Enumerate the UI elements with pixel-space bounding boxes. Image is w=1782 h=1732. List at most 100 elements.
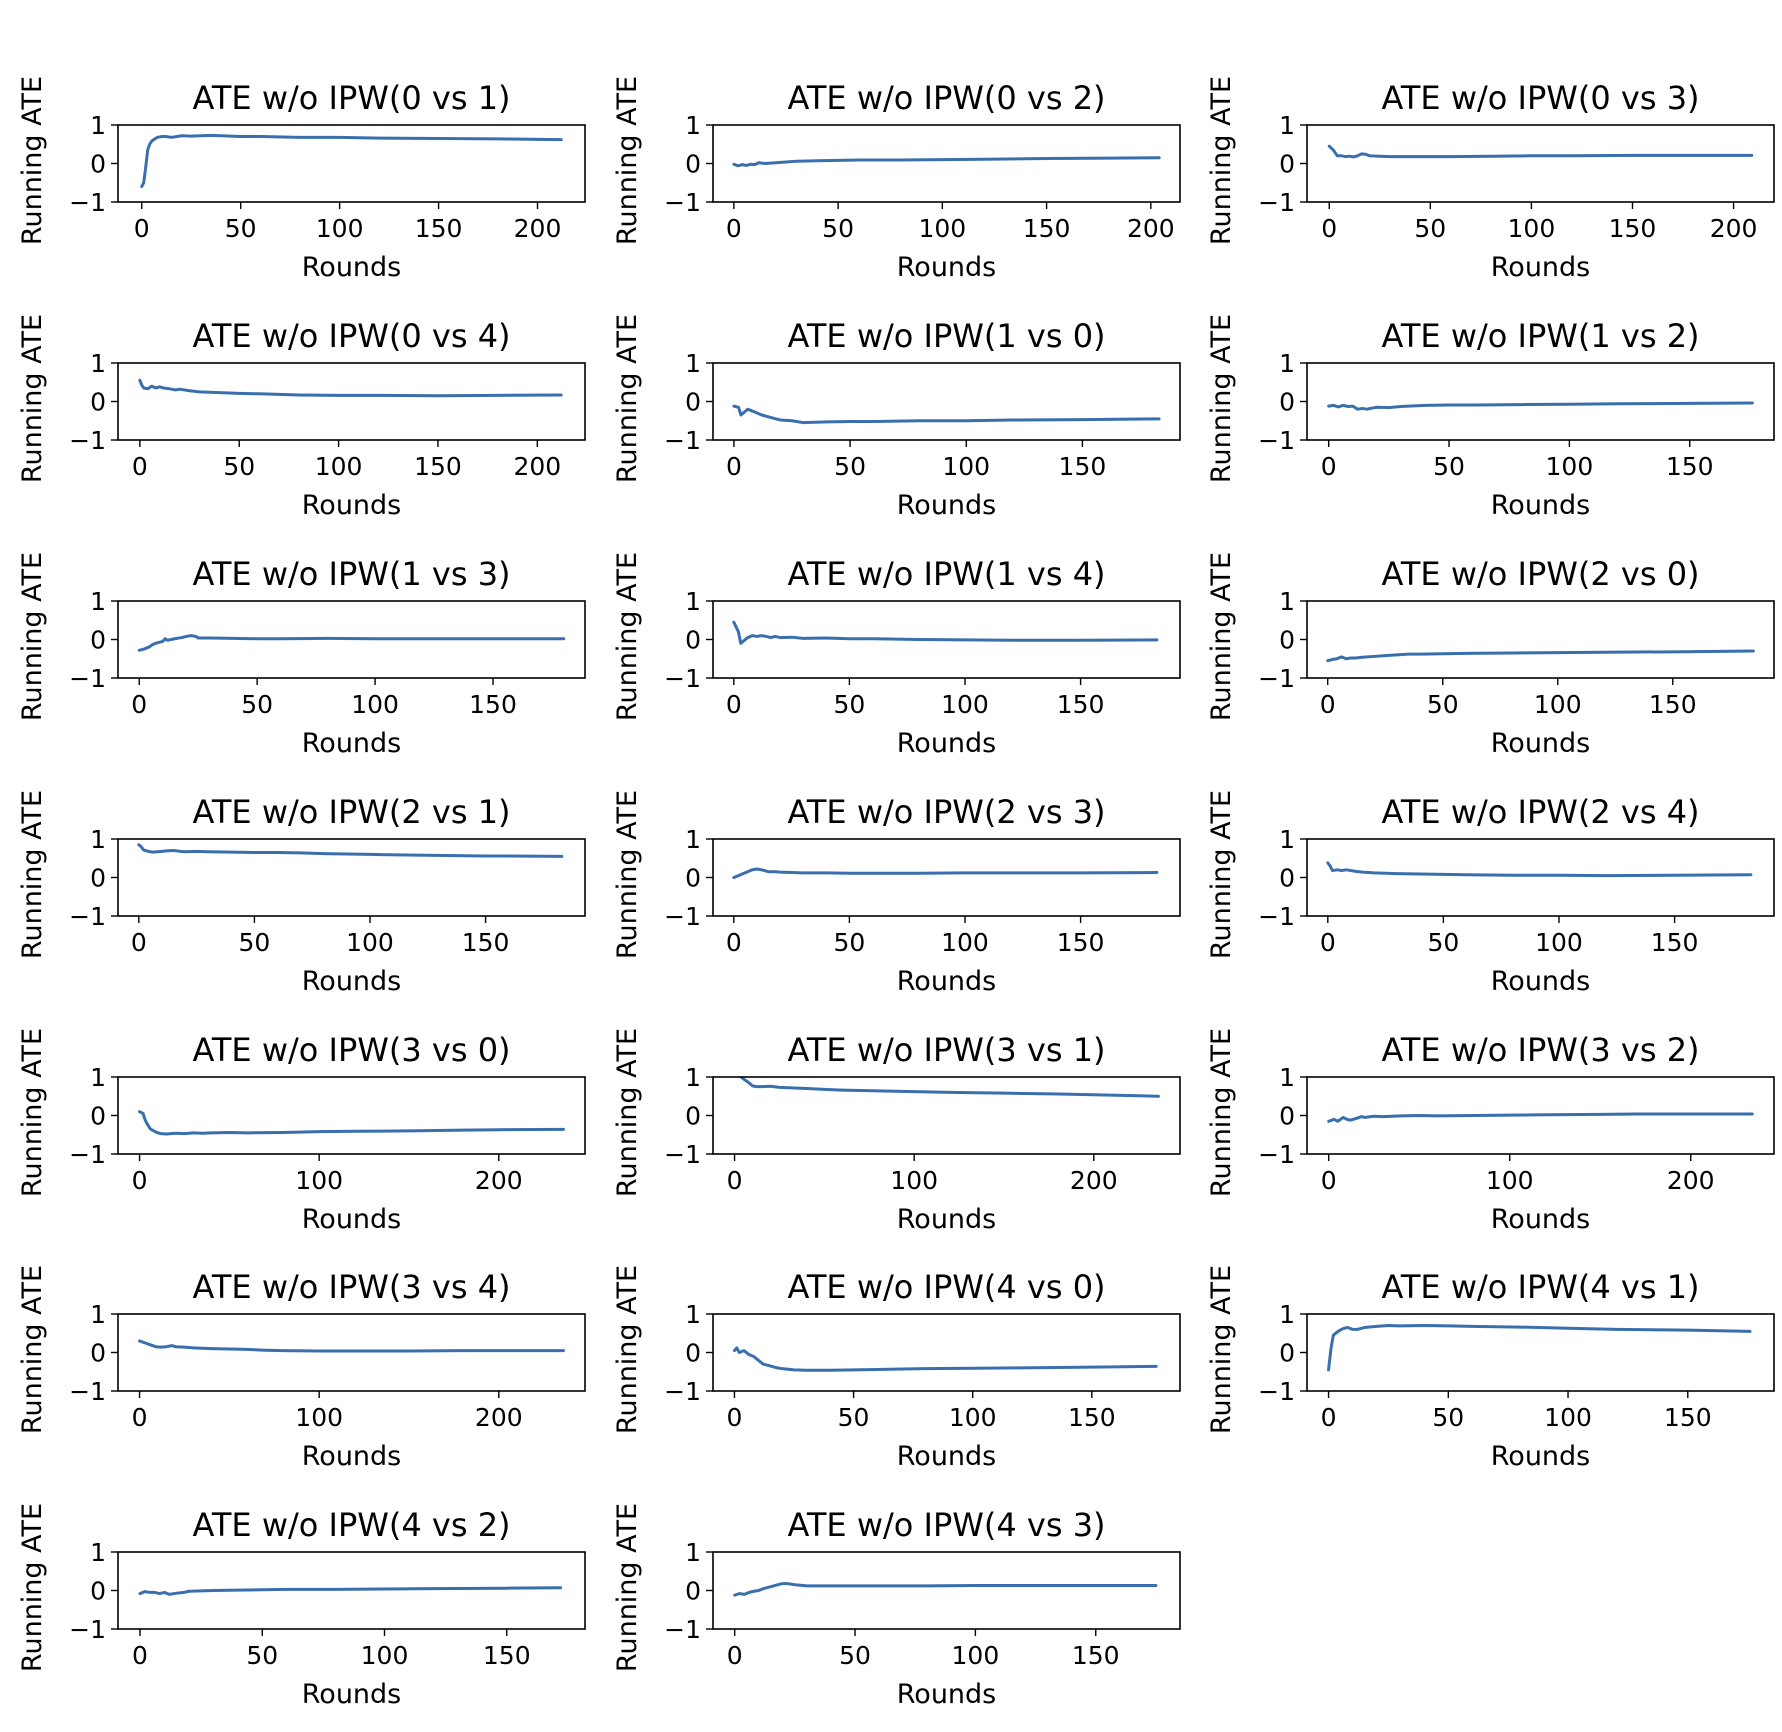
y-tick-label: 1 bbox=[685, 111, 701, 140]
x-axis-label: Rounds bbox=[302, 966, 402, 997]
x-tick-label: 0 bbox=[726, 1403, 742, 1432]
x-tick-label: 100 bbox=[346, 928, 394, 957]
x-tick-label: 100 bbox=[1544, 1403, 1592, 1432]
plot-frame bbox=[1306, 362, 1775, 441]
x-axis-label: Rounds bbox=[302, 1441, 402, 1472]
subplot-5: 0 50 100 150 −1 0 1 ATE w/o IPW(1 vs 0) Rounds Ru… bbox=[612, 314, 1181, 521]
y-tick-label: −1 bbox=[1258, 664, 1295, 693]
y-tick-label: 0 bbox=[1279, 388, 1295, 417]
x-tick-label: 100 bbox=[941, 690, 989, 719]
y-tick-label: 0 bbox=[685, 1339, 701, 1368]
x-tick-label: 150 bbox=[469, 690, 517, 719]
y-axis-label: Running ATE bbox=[17, 790, 48, 959]
x-tick-label: 0 bbox=[726, 452, 742, 481]
plot-frame bbox=[712, 1313, 1181, 1392]
plot-frame bbox=[712, 1551, 1181, 1630]
x-tick-label: 50 bbox=[839, 1641, 871, 1670]
x-axis-label: Rounds bbox=[302, 728, 402, 759]
x-tick-label: 0 bbox=[727, 1641, 743, 1670]
x-tick-label: 50 bbox=[833, 690, 865, 719]
series-line bbox=[137, 843, 564, 858]
series-line bbox=[140, 133, 563, 189]
x-tick-label: 0 bbox=[131, 690, 147, 719]
subplot-title: ATE w/o IPW(2 vs 1) bbox=[192, 793, 510, 831]
subplot-title: ATE w/o IPW(1 vs 2) bbox=[1381, 317, 1699, 355]
x-tick-label: 100 bbox=[949, 1403, 997, 1432]
subplot-title: ATE w/o IPW(2 vs 4) bbox=[1381, 793, 1699, 831]
y-tick-label: −1 bbox=[664, 664, 701, 693]
subplot-13: 0 100 200 −1 0 1 ATE w/o IPW(3 vs 0) Rounds Runn… bbox=[17, 1028, 586, 1235]
x-tick-label: 100 bbox=[942, 452, 990, 481]
y-tick-label: 0 bbox=[90, 388, 106, 417]
y-tick-label: 0 bbox=[1279, 1102, 1295, 1131]
x-tick-label: 200 bbox=[514, 214, 562, 243]
x-tick-label: 0 bbox=[1321, 452, 1337, 481]
y-tick-label: 0 bbox=[1279, 1339, 1295, 1368]
x-tick-label: 100 bbox=[295, 1166, 343, 1195]
subplot-title: ATE w/o IPW(3 vs 1) bbox=[787, 1031, 1105, 1069]
x-tick-label: 0 bbox=[1320, 690, 1336, 719]
subplot-14: 0 100 200 −1 0 1 ATE w/o IPW(3 vs 1) Rounds Runn… bbox=[612, 1028, 1181, 1235]
x-tick-label: 50 bbox=[1433, 452, 1465, 481]
subplot-19: 0 50 100 150 −1 0 1 ATE w/o IPW(4 vs 2) Rounds Ru… bbox=[17, 1503, 586, 1710]
y-axis-label: Running ATE bbox=[612, 76, 643, 245]
x-axis-label: Rounds bbox=[897, 490, 997, 521]
y-tick-label: 1 bbox=[1279, 587, 1295, 616]
plot-frame bbox=[117, 1313, 586, 1392]
x-tick-label: 150 bbox=[1072, 1641, 1120, 1670]
x-tick-label: 100 bbox=[890, 1166, 938, 1195]
x-tick-label: 0 bbox=[726, 928, 742, 957]
y-axis-label: Running ATE bbox=[612, 1503, 643, 1672]
series-line bbox=[1327, 1112, 1754, 1123]
y-tick-label: 1 bbox=[90, 825, 106, 854]
x-axis-label: Rounds bbox=[897, 1441, 997, 1472]
x-tick-label: 0 bbox=[1320, 928, 1336, 957]
x-tick-label: 0 bbox=[132, 1641, 148, 1670]
series-line bbox=[137, 634, 566, 652]
x-tick-label: 100 bbox=[1534, 690, 1582, 719]
subplot-10: 0 50 100 150 −1 0 1 ATE w/o IPW(2 vs 1) Rounds Ru… bbox=[17, 790, 586, 997]
subplot-title: ATE w/o IPW(2 vs 3) bbox=[787, 793, 1105, 831]
x-axis-label: Rounds bbox=[302, 1204, 402, 1235]
y-tick-label: 1 bbox=[685, 1538, 701, 1567]
y-axis-label: Running ATE bbox=[17, 314, 48, 483]
y-tick-label: −1 bbox=[69, 1615, 106, 1644]
subplot-title: ATE w/o IPW(0 vs 1) bbox=[192, 79, 510, 117]
y-axis-label: Running ATE bbox=[1206, 1265, 1237, 1434]
y-tick-label: 0 bbox=[685, 1577, 701, 1606]
y-axis-label: Running ATE bbox=[17, 1028, 48, 1197]
subplot-title: ATE w/o IPW(0 vs 2) bbox=[787, 79, 1105, 117]
series-line bbox=[733, 1582, 1158, 1597]
y-axis-label: Running ATE bbox=[17, 76, 48, 245]
x-tick-label: 50 bbox=[838, 1403, 870, 1432]
y-axis-label: Running ATE bbox=[1206, 314, 1237, 483]
y-tick-label: −1 bbox=[69, 426, 106, 455]
y-axis-label: Running ATE bbox=[17, 1503, 48, 1672]
series-line bbox=[732, 1346, 1158, 1372]
x-tick-label: 200 bbox=[475, 1166, 523, 1195]
x-tick-label: 150 bbox=[1666, 452, 1714, 481]
y-tick-label: 1 bbox=[685, 349, 701, 378]
x-tick-label: 200 bbox=[513, 452, 561, 481]
subplot-title: ATE w/o IPW(3 vs 2) bbox=[1381, 1031, 1699, 1069]
y-axis-label: Running ATE bbox=[17, 552, 48, 721]
x-tick-label: 0 bbox=[726, 690, 742, 719]
x-tick-label: 150 bbox=[1057, 690, 1105, 719]
subplot-15: 0 100 200 −1 0 1 ATE w/o IPW(3 vs 2) Rounds Runn… bbox=[1206, 1028, 1775, 1235]
x-tick-label: 50 bbox=[246, 1641, 278, 1670]
subplot-16: 0 100 200 −1 0 1 ATE w/o IPW(3 vs 4) Rounds Runn… bbox=[17, 1265, 586, 1472]
x-axis-label: Rounds bbox=[302, 490, 402, 521]
x-tick-label: 0 bbox=[132, 1403, 148, 1432]
y-tick-label: −1 bbox=[69, 1140, 106, 1169]
x-tick-label: 100 bbox=[1486, 1166, 1534, 1195]
y-tick-label: 0 bbox=[90, 150, 106, 179]
x-tick-label: 50 bbox=[822, 214, 854, 243]
y-tick-label: −1 bbox=[69, 1377, 106, 1406]
y-axis-label: Running ATE bbox=[612, 314, 643, 483]
y-tick-label: −1 bbox=[1258, 1377, 1295, 1406]
x-tick-label: 100 bbox=[316, 214, 364, 243]
x-axis-label: Rounds bbox=[897, 1204, 997, 1235]
x-tick-label: 100 bbox=[941, 928, 989, 957]
plot-frame bbox=[1306, 838, 1775, 917]
x-tick-label: 0 bbox=[132, 452, 148, 481]
